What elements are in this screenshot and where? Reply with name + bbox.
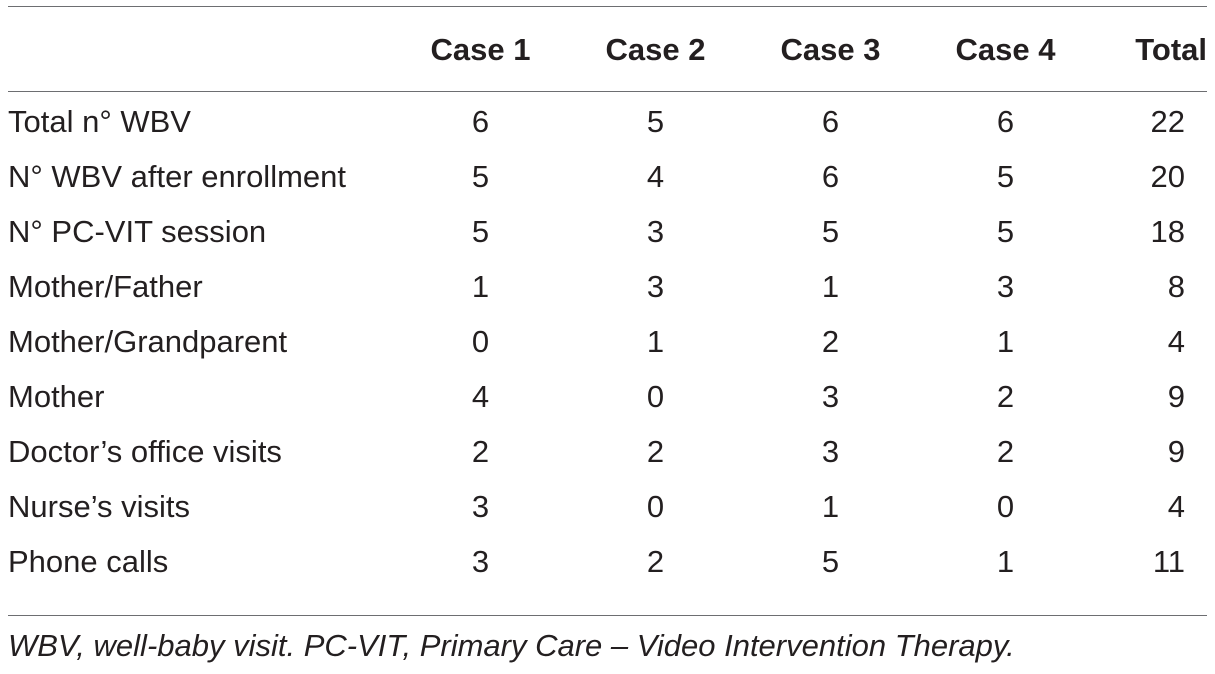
- case-4-cell: 1: [996, 323, 1015, 359]
- row-label: Mother/Father: [8, 268, 203, 304]
- header-cell-blank: [8, 22, 393, 78]
- case-3-cell: 6: [821, 158, 840, 194]
- table-footnote: WBV, well-baby visit. PC-VIT, Primary Ca…: [8, 628, 1015, 663]
- total-cell: 8: [1167, 268, 1185, 304]
- case-4-cell: 3: [996, 268, 1015, 304]
- total-cell: 9: [1167, 433, 1185, 469]
- case-2-cell: 3: [646, 268, 665, 304]
- table-row: Nurse’s visits 3 0 1 0 4: [8, 479, 1207, 534]
- header-cell-case-3: Case 3: [780, 32, 881, 67]
- case-2-cell: 2: [646, 433, 665, 469]
- case-1-cell: 6: [471, 103, 490, 139]
- row-label: Mother/Grandparent: [8, 323, 288, 359]
- case-1-cell: 1: [471, 268, 490, 304]
- row-label: N° PC-VIT session: [8, 213, 267, 249]
- table-bottom-rule: [8, 615, 1207, 616]
- table-row: Doctor’s office visits 2 2 3 2 9: [8, 424, 1207, 479]
- row-label: Total n° WBV: [8, 103, 191, 139]
- case-2-cell: 4: [646, 158, 665, 194]
- case-1-cell: 3: [471, 543, 490, 579]
- case-1-cell: 5: [471, 158, 490, 194]
- table-row: Phone calls 3 2 5 1 11: [8, 534, 1207, 589]
- case-2-cell: 1: [646, 323, 665, 359]
- total-cell: 4: [1167, 323, 1185, 359]
- table-row: Mother/Father 1 3 1 3 8: [8, 259, 1207, 314]
- case-4-cell: 6: [996, 103, 1015, 139]
- case-3-cell: 5: [821, 213, 840, 249]
- total-cell: 4: [1167, 488, 1185, 524]
- data-table: Case 1 Case 2 Case 3 Case 4 Total Total …: [8, 22, 1207, 589]
- row-label: Nurse’s visits: [8, 488, 191, 524]
- case-2-cell: 3: [646, 213, 665, 249]
- case-1-cell: 0: [471, 323, 490, 359]
- table-row: Total n° WBV 6 5 6 6 22: [8, 94, 1207, 149]
- case-4-cell: 0: [996, 488, 1015, 524]
- case-4-cell: 1: [996, 543, 1015, 579]
- table-top-rule: [8, 6, 1207, 7]
- header-cell-case-1: Case 1: [430, 32, 531, 67]
- case-2-cell: 5: [646, 103, 665, 139]
- header-row: Case 1 Case 2 Case 3 Case 4 Total: [8, 22, 1207, 78]
- total-cell: 18: [1150, 213, 1185, 249]
- case-3-cell: 3: [821, 378, 840, 414]
- row-label: Mother: [8, 378, 105, 414]
- case-2-cell: 2: [646, 543, 665, 579]
- header-cell-case-2: Case 2: [605, 32, 706, 67]
- table-row: N° WBV after enrollment 5 4 6 5 20: [8, 149, 1207, 204]
- row-label: Doctor’s office visits: [8, 433, 282, 469]
- case-4-cell: 2: [996, 378, 1015, 414]
- total-cell: 22: [1150, 103, 1185, 139]
- case-1-cell: 5: [471, 213, 490, 249]
- table-row: N° PC-VIT session 5 3 5 5 18: [8, 204, 1207, 259]
- row-label: N° WBV after enrollment: [8, 158, 347, 194]
- table-row: Mother/Grandparent 0 1 2 1 4: [8, 314, 1207, 369]
- case-2-cell: 0: [646, 378, 665, 414]
- header-cell-case-4: Case 4: [955, 32, 1056, 67]
- table-row: Mother 4 0 3 2 9: [8, 369, 1207, 424]
- total-cell: 20: [1150, 158, 1185, 194]
- case-1-cell: 4: [471, 378, 490, 414]
- case-3-cell: 1: [821, 268, 840, 304]
- total-cell: 9: [1167, 378, 1185, 414]
- row-label: Phone calls: [8, 543, 169, 579]
- case-1-cell: 3: [471, 488, 490, 524]
- case-3-cell: 2: [821, 323, 840, 359]
- total-cell: 11: [1152, 543, 1185, 579]
- header-bottom-rule: [8, 91, 1207, 92]
- case-2-cell: 0: [646, 488, 665, 524]
- case-4-cell: 5: [996, 213, 1015, 249]
- case-4-cell: 2: [996, 433, 1015, 469]
- case-4-cell: 5: [996, 158, 1015, 194]
- case-3-cell: 3: [821, 433, 840, 469]
- case-3-cell: 1: [821, 488, 840, 524]
- case-3-cell: 5: [821, 543, 840, 579]
- header-cell-total: Total: [1135, 32, 1207, 67]
- case-3-cell: 6: [821, 103, 840, 139]
- case-1-cell: 2: [471, 433, 490, 469]
